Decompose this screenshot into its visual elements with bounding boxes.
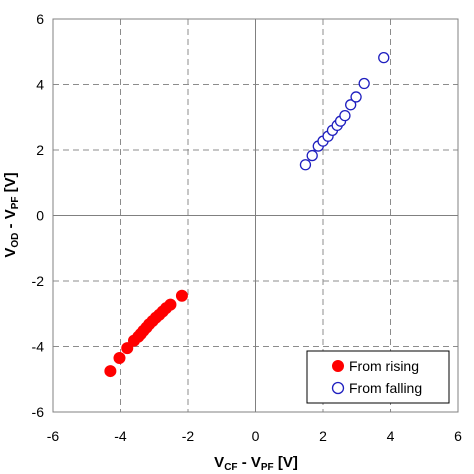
x-axis-title: VCF - VPF [V] — [214, 454, 298, 473]
x-tick-label: 6 — [454, 428, 462, 444]
y-tick-label: 4 — [36, 77, 44, 93]
plot-border — [52, 18, 459, 413]
y-tick-label: -6 — [32, 404, 45, 420]
data-point — [378, 51, 390, 64]
series-from-rising — [104, 289, 188, 378]
y-tick-label: -2 — [32, 273, 45, 289]
y-tick-label: -4 — [32, 339, 45, 355]
x-tick-label: -6 — [47, 428, 60, 444]
data-point — [306, 149, 318, 162]
data-point — [358, 77, 370, 90]
y-tick-label: 0 — [36, 208, 44, 224]
data-point — [299, 159, 312, 171]
legend-label-falling: From falling — [349, 380, 422, 396]
data-point — [175, 289, 188, 302]
y-axis-title: VOD - VPF [V] — [2, 172, 21, 257]
series-from-falling — [299, 51, 390, 171]
legend: From rising From falling — [306, 350, 450, 404]
x-tick-label: 4 — [387, 428, 395, 444]
legend-label-rising: From rising — [349, 358, 419, 374]
data-point — [345, 99, 357, 111]
x-tick-label: -2 — [182, 428, 195, 444]
y-tick-label: 2 — [36, 142, 44, 158]
zero-axis-lines — [53, 19, 458, 412]
legend-box — [306, 350, 450, 404]
data-point — [164, 298, 177, 311]
y-tick-label: 6 — [36, 11, 44, 27]
legend-marker-rising — [332, 360, 344, 372]
x-tick-label: 0 — [252, 428, 260, 444]
data-point — [350, 91, 362, 103]
data-point — [104, 365, 117, 378]
legend-marker-falling — [331, 381, 345, 395]
data-point — [113, 351, 126, 364]
x-tick-label: 2 — [319, 428, 327, 444]
svg-text:VOD - VPF [V]: VOD - VPF [V] — [2, 172, 21, 257]
data-point — [339, 109, 351, 122]
svg-text:VCF - VPF [V]: VCF - VPF [V] — [214, 454, 298, 473]
tick-labels: -6 -4 -2 0 2 4 6 6 4 2 0 -2 -4 -6 — [32, 11, 463, 444]
data-point — [121, 342, 134, 355]
x-tick-label: -4 — [114, 428, 127, 444]
data-series — [104, 51, 390, 378]
